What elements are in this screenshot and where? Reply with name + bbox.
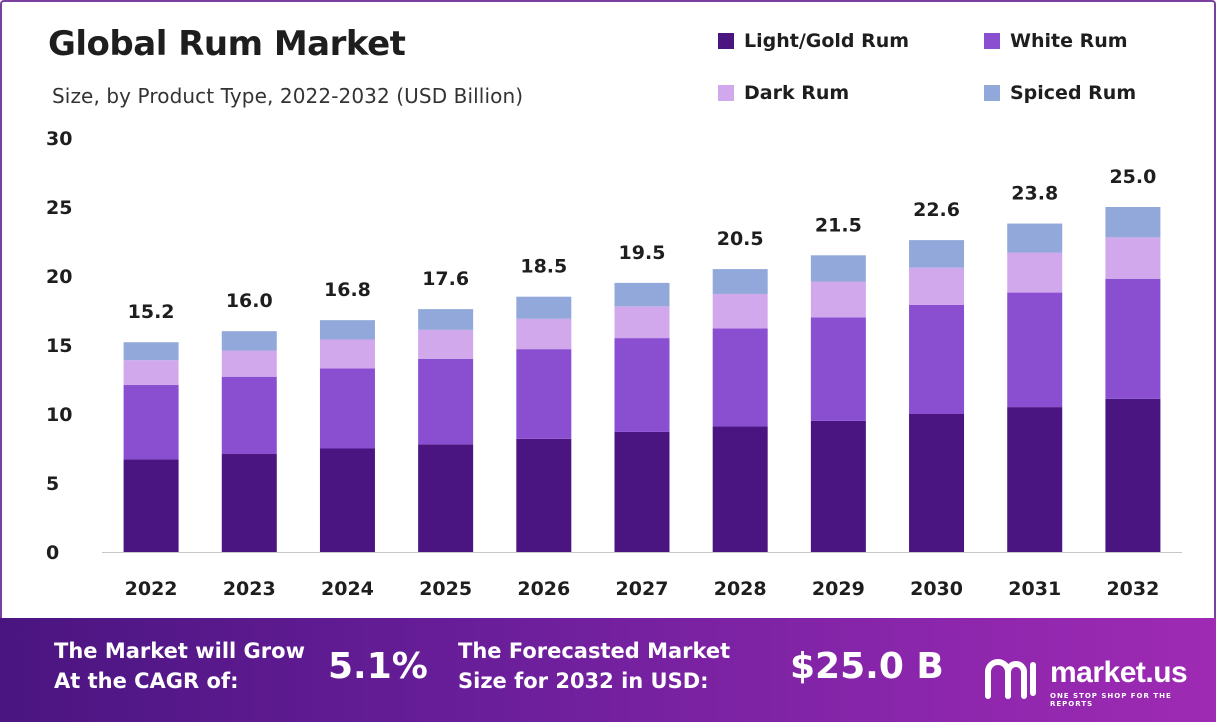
bar-total-label: 23.8: [1011, 183, 1058, 205]
bar-segment-spiced-rum: [123, 342, 179, 361]
bar-segment-spiced-rum: [1007, 223, 1063, 253]
bar-segment-dark-rum: [1007, 252, 1063, 293]
bar-total-label: 16.0: [226, 290, 273, 312]
y-tick-label: 15: [46, 335, 72, 357]
x-tick-label: 2026: [517, 578, 570, 600]
brand-name: market.us: [1050, 656, 1188, 689]
y-tick-label: 5: [46, 473, 59, 495]
bar-segment-white-rum: [909, 304, 965, 414]
bar-total-label: 16.8: [324, 279, 371, 301]
y-tick-label: 25: [46, 197, 72, 219]
legend-label: Dark Rum: [744, 82, 850, 104]
bar-segment-light-gold-rum: [123, 459, 179, 552]
bar-total-label: 15.2: [128, 301, 175, 323]
forecast-label-line2: Size for 2032 in USD:: [458, 669, 709, 693]
legend-item-dark-rum: Dark Rum: [718, 82, 849, 104]
bar-segment-light-gold-rum: [221, 454, 277, 552]
bar-segment-white-rum: [221, 376, 277, 455]
y-tick-label: 20: [46, 266, 72, 288]
brand-tagline: ONE STOP SHOP FOR THE REPORTS: [1050, 692, 1172, 708]
forecast-label-line1: The Forecasted Market: [458, 639, 731, 663]
bar-segment-dark-rum: [516, 318, 572, 350]
legend-swatch-light-gold-rum: [718, 33, 734, 49]
x-tick-label: 2027: [616, 578, 669, 600]
bar-segment-dark-rum: [418, 329, 474, 359]
bar-segment-light-gold-rum: [810, 420, 866, 552]
bar-segment-white-rum: [1007, 292, 1063, 408]
bar-total-label: 22.6: [913, 199, 960, 221]
legend-item-spiced-rum: Spiced Rum: [984, 82, 1136, 104]
x-tick-label: 2023: [223, 578, 276, 600]
legend-item-light-gold-rum: Light/Gold Rum: [718, 30, 909, 52]
chart-frame: [0, 0, 1216, 618]
bar-total-label: 19.5: [619, 242, 666, 264]
bar-total-label: 21.5: [815, 214, 862, 236]
legend-swatch-white-rum: [984, 33, 1000, 49]
bar-segment-light-gold-rum: [1105, 398, 1161, 552]
bar-segment-dark-rum: [1105, 237, 1161, 279]
chart-subtitle: Size, by Product Type, 2022-2032 (USD Bi…: [52, 84, 524, 108]
bar-segment-light-gold-rum: [712, 426, 768, 552]
y-tick-label: 10: [46, 404, 72, 426]
bar-segment-spiced-rum: [712, 269, 768, 294]
x-tick-label: 2022: [125, 578, 178, 600]
bar-segment-white-rum: [614, 338, 670, 432]
bar-total-label: 17.6: [422, 268, 469, 290]
cagr-value: 5.1%: [328, 646, 428, 687]
bar-segment-dark-rum: [909, 267, 965, 305]
bar-segment-spiced-rum: [909, 240, 965, 268]
bar-total-label: 18.5: [520, 256, 567, 278]
legend-label: White Rum: [1010, 30, 1128, 52]
bar-segment-white-rum: [123, 385, 179, 460]
bar-segment-dark-rum: [123, 360, 179, 386]
bar-segment-light-gold-rum: [516, 438, 572, 552]
x-tick-label: 2032: [1106, 578, 1159, 600]
legend-item-white-rum: White Rum: [984, 30, 1128, 52]
bar-segment-white-rum: [516, 349, 572, 439]
bar-segment-dark-rum: [614, 306, 670, 339]
x-tick-label: 2024: [321, 578, 374, 600]
bar-segment-light-gold-rum: [909, 414, 965, 552]
bar-segment-dark-rum: [319, 339, 375, 369]
legend-label: Spiced Rum: [1010, 82, 1137, 104]
market-us-logo-icon: [985, 659, 1036, 699]
bar-segment-spiced-rum: [319, 320, 375, 340]
bar-segment-white-rum: [712, 328, 768, 427]
footer-banner: The Market will Grow At the CAGR of: 5.1…: [0, 618, 1216, 722]
cagr-label-line2: At the CAGR of:: [54, 669, 239, 693]
bar-segment-light-gold-rum: [614, 431, 670, 552]
x-tick-label: 2031: [1008, 578, 1061, 600]
bar-segment-dark-rum: [221, 350, 277, 377]
bar-segment-white-rum: [1105, 278, 1161, 399]
legend-swatch-spiced-rum: [984, 85, 1000, 101]
bar-segment-light-gold-rum: [319, 448, 375, 552]
bar-segment-dark-rum: [810, 281, 866, 318]
bar-segment-white-rum: [810, 317, 866, 421]
bar-total-label: 20.5: [717, 228, 764, 250]
bar-segment-spiced-rum: [614, 282, 670, 307]
x-tick-label: 2029: [812, 578, 865, 600]
bar-segment-spiced-rum: [221, 331, 277, 351]
bar-segment-light-gold-rum: [1007, 407, 1063, 552]
bar-segment-spiced-rum: [418, 309, 474, 330]
x-tick-label: 2028: [714, 578, 767, 600]
y-tick-label: 30: [46, 128, 72, 150]
x-tick-label: 2030: [910, 578, 963, 600]
bar-segment-white-rum: [319, 368, 375, 449]
stacked-bar-chart: 05101520253015.2202216.0202316.8202417.6…: [46, 128, 1182, 600]
bar-segment-dark-rum: [712, 293, 768, 329]
x-tick-label: 2025: [419, 578, 472, 600]
legend-label: Light/Gold Rum: [744, 30, 910, 52]
forecast-value: $25.0 B: [790, 646, 944, 687]
cagr-label-line1: The Market will Grow: [54, 639, 305, 663]
bar-segment-spiced-rum: [516, 296, 572, 319]
bar-segment-light-gold-rum: [418, 444, 474, 552]
bar-segment-spiced-rum: [1105, 207, 1161, 238]
bar-segment-spiced-rum: [810, 255, 866, 282]
chart-title: Global Rum Market: [48, 24, 406, 64]
bar-total-label: 25.0: [1109, 166, 1156, 188]
y-tick-label: 0: [46, 542, 59, 564]
bar-segment-white-rum: [418, 358, 474, 445]
legend-swatch-dark-rum: [718, 85, 734, 101]
